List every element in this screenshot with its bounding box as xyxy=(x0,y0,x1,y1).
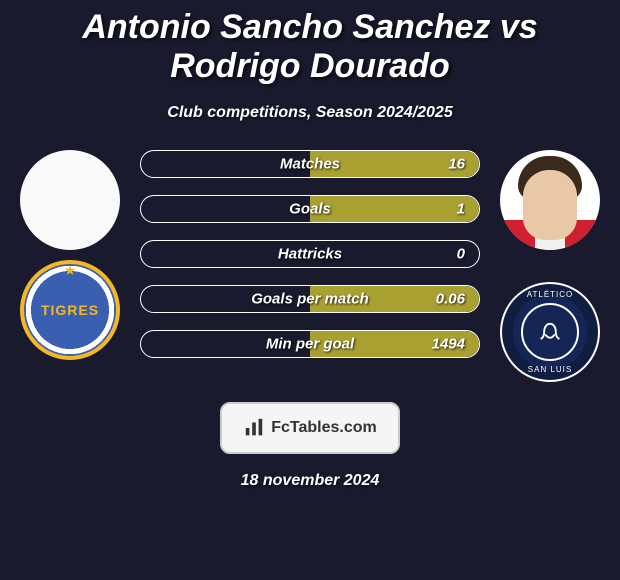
stat-label: Hattricks xyxy=(278,246,342,263)
left-team-crest xyxy=(20,260,120,360)
brand-badge[interactable]: FcTables.com xyxy=(220,402,400,454)
stat-label: Goals per match xyxy=(251,291,369,308)
player-face-icon xyxy=(500,150,600,250)
stat-bar: Goals 1 xyxy=(140,195,480,223)
right-player-column: ATLÉTICO SAN LUIS xyxy=(490,150,610,382)
crest-text-bottom: SAN LUIS xyxy=(528,365,572,374)
stat-bars: Matches 16 Goals 1 Hattricks 0 Goals per match… xyxy=(138,150,482,358)
bar-chart-icon xyxy=(243,417,265,439)
date-line: 18 november 2024 xyxy=(0,472,620,490)
crest-text-top: ATLÉTICO xyxy=(527,290,574,299)
stat-label: Matches xyxy=(280,156,340,173)
right-team-crest: ATLÉTICO SAN LUIS xyxy=(500,282,600,382)
subtitle: Club competitions, Season 2024/2025 xyxy=(0,104,620,122)
right-player-photo xyxy=(500,150,600,250)
stat-label: Min per goal xyxy=(266,336,354,353)
stat-bar: Min per goal 1494 xyxy=(140,330,480,358)
stat-bar: Hattricks 0 xyxy=(140,240,480,268)
left-player-photo xyxy=(20,150,120,250)
stat-value-right: 0 xyxy=(457,246,465,263)
brand-label: FcTables.com xyxy=(271,419,377,437)
stat-value-right: 0.06 xyxy=(436,291,465,308)
left-player-column xyxy=(10,150,130,360)
stat-bar: Goals per match 0.06 xyxy=(140,285,480,313)
comparison-content: Matches 16 Goals 1 Hattricks 0 Goals per match… xyxy=(0,122,620,382)
stat-value-right: 1494 xyxy=(432,336,465,353)
lion-icon xyxy=(536,318,564,346)
stat-value-right: 16 xyxy=(448,156,465,173)
stat-bar: Matches 16 xyxy=(140,150,480,178)
stat-value-right: 1 xyxy=(457,201,465,218)
page-title: Antonio Sancho Sanchez vs Rodrigo Dourad… xyxy=(0,0,620,86)
stat-label: Goals xyxy=(289,201,331,218)
